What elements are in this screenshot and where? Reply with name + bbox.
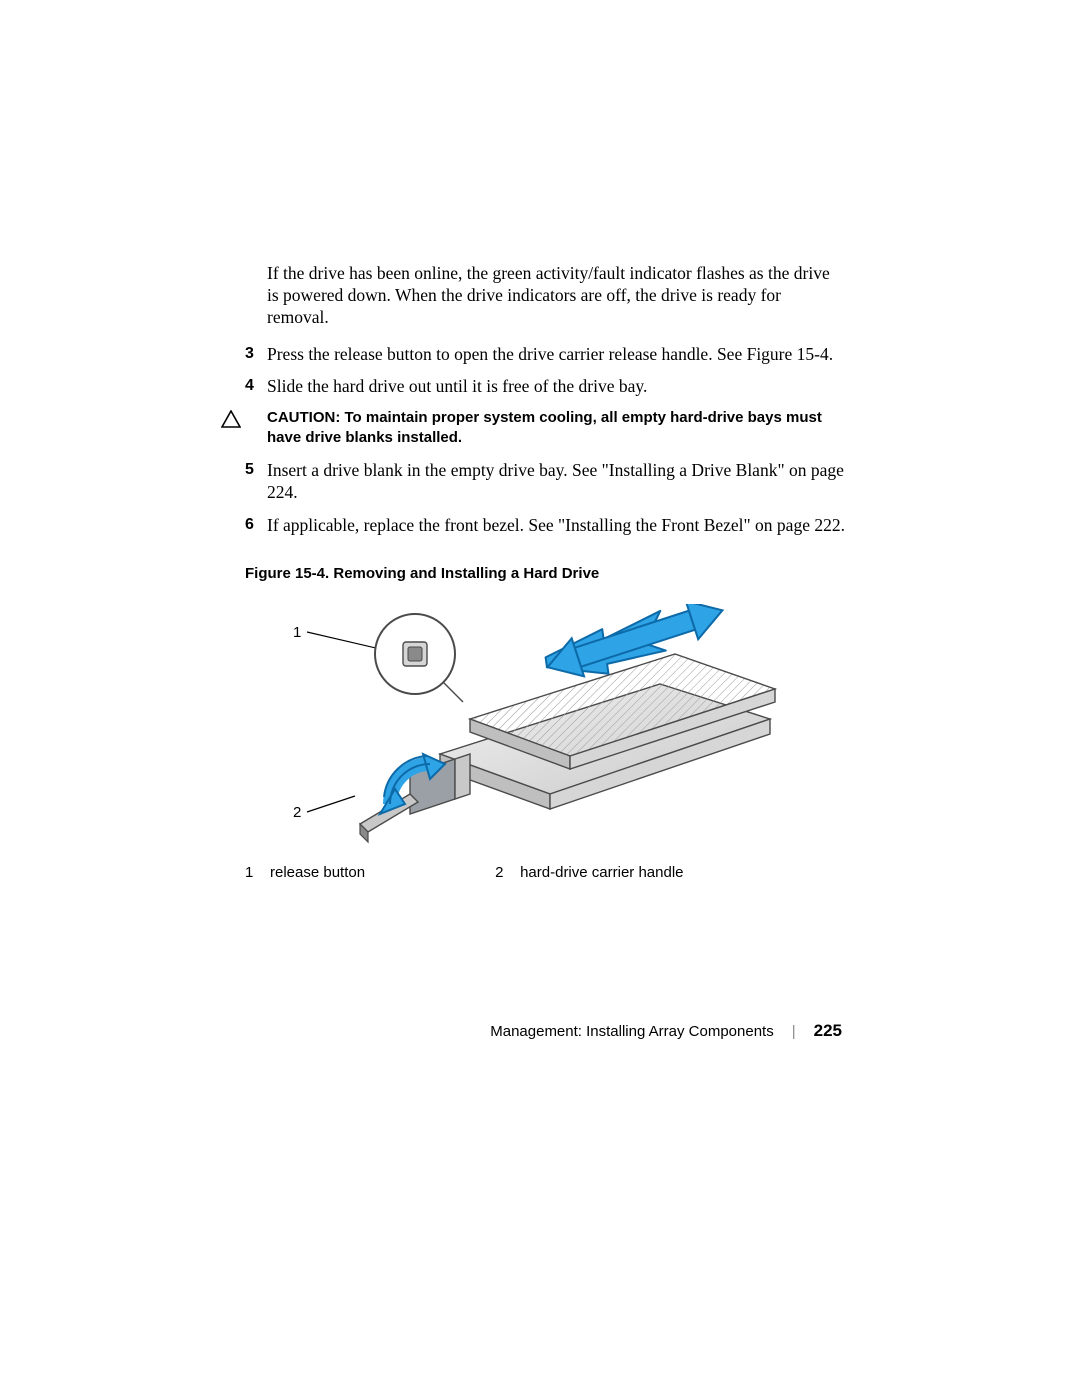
step-6: 6 If applicable, replace the front bezel… <box>245 514 845 537</box>
callout-1-label: 1 <box>293 624 301 641</box>
legend-num: 1 <box>245 864 270 881</box>
caution-body: To maintain proper system cooling, all e… <box>267 409 822 446</box>
step-number: 4 <box>245 375 267 398</box>
step-text: Slide the hard drive out until it is fre… <box>267 375 845 398</box>
step-text: Press the release button to open the dri… <box>267 343 845 366</box>
caution-triangle-icon <box>221 410 241 433</box>
figure-legend: 1 release button 2 hard-drive carrier ha… <box>245 864 845 881</box>
footer-separator: | <box>792 1023 796 1040</box>
footer-section: Management: Installing Array Components <box>490 1023 773 1040</box>
legend-label: release button <box>270 864 365 881</box>
step-number: 3 <box>245 343 267 366</box>
document-page: If the drive has been online, the green … <box>0 0 1080 1397</box>
legend-item-1: 1 release button <box>245 864 365 881</box>
step-3: 3 Press the release button to open the d… <box>245 343 845 366</box>
legend-item-2: 2 hard-drive carrier handle <box>495 864 683 881</box>
step-4: 4 Slide the hard drive out until it is f… <box>245 375 845 398</box>
step-5: 5 Insert a drive blank in the empty driv… <box>245 459 845 505</box>
caution-label: CAUTION: <box>267 409 345 426</box>
figure-illustration: 1 2 <box>245 604 805 844</box>
legend-num: 2 <box>495 864 520 881</box>
step-text: Insert a drive blank in the empty drive … <box>267 459 845 505</box>
figure-caption: Figure 15-4. Removing and Installing a H… <box>245 565 845 582</box>
legend-label: hard-drive carrier handle <box>520 864 683 881</box>
caution-text: CAUTION: To maintain proper system cooli… <box>267 408 845 449</box>
caution-block: CAUTION: To maintain proper system cooli… <box>221 408 845 449</box>
step-number: 5 <box>245 459 267 505</box>
callout-2-label: 2 <box>293 804 301 821</box>
footer-page-number: 225 <box>814 1021 842 1041</box>
intro-paragraph: If the drive has been online, the green … <box>267 263 845 329</box>
page-content: If the drive has been online, the green … <box>245 263 845 881</box>
hard-drive-diagram <box>245 604 805 844</box>
step-number: 6 <box>245 514 267 537</box>
page-footer: Management: Installing Array Components … <box>490 1021 842 1041</box>
step-text: If applicable, replace the front bezel. … <box>267 514 845 537</box>
